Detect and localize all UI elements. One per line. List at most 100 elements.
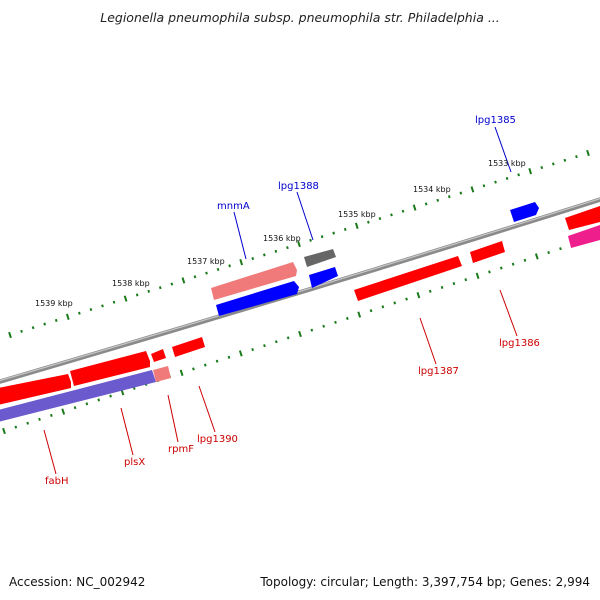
upper-track-minor-tick <box>494 180 497 184</box>
lower-track-minor-tick <box>85 402 89 406</box>
lower-track-minor-tick <box>227 355 231 359</box>
upper-track-minor-tick <box>401 209 405 213</box>
upper-track-major-tick <box>8 331 12 339</box>
gene-label-lpg1387: lpg1387 <box>418 366 459 377</box>
gene-label-lpg1388: lpg1388 <box>278 181 319 192</box>
upper-track-major-tick <box>470 186 475 193</box>
lower-track-minor-tick <box>547 250 550 255</box>
gene-plsX[interactable] <box>70 351 150 386</box>
upper-track-major-tick <box>412 204 417 211</box>
lower-track-major-tick <box>61 408 66 415</box>
gene-label-lpg1386: lpg1386 <box>499 338 540 349</box>
upper-track-minor-tick <box>540 166 544 170</box>
gene-features <box>0 202 600 422</box>
lower-track-minor-tick <box>26 421 30 425</box>
gene-lpg1385[interactable] <box>510 202 539 222</box>
gene-magenta[interactable] <box>568 225 600 248</box>
upper-track-minor-tick <box>378 216 382 221</box>
gene-lpg1390[interactable] <box>172 337 205 357</box>
lower-track-minor-tick <box>38 417 41 421</box>
upper-track-minor-tick <box>43 322 47 326</box>
lower-track-major-tick <box>534 253 539 260</box>
lower-track-major-tick <box>179 369 184 376</box>
upper-track-major-tick <box>297 240 301 248</box>
accession-text: Accession: NC_002942 <box>9 575 146 589</box>
upper-track-minor-tick <box>31 326 35 330</box>
gene-label-rpmF: rpmF <box>168 444 194 455</box>
upper-track-minor-tick <box>112 300 116 304</box>
upper-track-minor-tick <box>158 286 162 290</box>
upper-track-minor-tick <box>447 195 451 199</box>
upper-track-minor-tick <box>193 275 197 279</box>
upper-track-major-tick <box>239 259 244 266</box>
upper-track-minor-tick <box>262 253 266 257</box>
upper-track-minor-tick <box>320 235 324 239</box>
upper-track-minor-tick <box>575 155 578 159</box>
lower-track-minor-tick <box>97 398 101 402</box>
lower-track-minor-tick <box>346 316 349 321</box>
lower-track-minor-tick <box>50 413 53 418</box>
upper-track-minor-tick <box>89 307 93 312</box>
upper-track-minor-tick <box>101 304 104 308</box>
gene-mnmA-shadow[interactable] <box>211 262 297 300</box>
upper-track-minor-tick <box>390 213 393 217</box>
lower-track-minor-tick <box>464 278 468 282</box>
gene-rpmF[interactable] <box>151 349 166 362</box>
gene-lpg1393[interactable] <box>0 370 156 422</box>
upper-track-minor-tick <box>563 158 567 162</box>
gene-labels: lpg1385 lpg1388 mnmA lpg1386 lpg1387 lpg… <box>45 115 540 487</box>
label-leaders <box>43 126 518 475</box>
tick-labels: 1533 kbp 1534 kbp 1535 kbp 1536 kbp 1537… <box>35 159 526 308</box>
upper-track-minor-tick <box>216 267 220 272</box>
lower-track-minor-tick <box>310 328 314 332</box>
gene-label-lpg1385: lpg1385 <box>475 115 516 126</box>
gene-label-mnmA: mnmA <box>217 201 250 212</box>
lower-track-minor-tick <box>73 406 77 410</box>
upper-track-minor-tick <box>551 162 555 166</box>
gene-mnmA[interactable] <box>216 281 299 316</box>
lower-track-major-tick <box>357 311 362 318</box>
lower-track-major-tick <box>416 292 421 299</box>
lower-track-major-tick <box>298 330 302 338</box>
upper-track-minor-tick <box>20 329 23 333</box>
lower-track-minor-tick <box>511 262 515 266</box>
upper-track-minor-tick <box>517 173 520 177</box>
gene-lpg1388[interactable] <box>304 249 336 267</box>
upper-track-minor-tick <box>251 257 255 261</box>
gene-fabH[interactable] <box>0 374 71 405</box>
lower-track-minor-tick <box>322 324 326 328</box>
lower-track-minor-tick <box>14 425 18 429</box>
upper-track-minor-tick <box>135 293 139 297</box>
lower-track-minor-tick <box>369 309 373 313</box>
gene-lpg1389[interactable] <box>309 267 338 288</box>
gene-lpg1392-shadow[interactable] <box>153 366 171 382</box>
genome-backbone-highlight <box>0 197 600 382</box>
gene-lpg1387[interactable] <box>354 256 462 301</box>
upper-track-minor-tick <box>147 289 151 293</box>
lower-track-minor-tick <box>559 247 562 251</box>
upper-track-minor-tick <box>205 271 208 275</box>
gene-label-plsX: plsX <box>124 457 145 468</box>
lower-track-minor-tick <box>192 367 195 371</box>
upper-track-minor-tick <box>436 198 440 202</box>
tick-label-1534: 1534 kbp <box>413 185 451 194</box>
lower-track-major-tick <box>475 272 480 279</box>
upper-track-minor-tick <box>78 311 81 315</box>
upper-track-minor-tick <box>424 202 428 206</box>
upper-track-minor-tick <box>459 191 463 195</box>
tick-label-1537: 1537 kbp <box>187 257 225 266</box>
lower-track-minor-tick <box>215 359 219 363</box>
tick-label-1539: 1539 kbp <box>35 299 73 308</box>
gene-label-lpg1390: lpg1390 <box>197 434 238 445</box>
lower-track-minor-tick <box>263 344 266 348</box>
gene-lpg1384[interactable] <box>565 206 600 230</box>
lower-track-major-tick <box>2 427 6 435</box>
tick-label-1536: 1536 kbp <box>263 234 301 243</box>
lower-track-minor-tick <box>440 285 444 289</box>
upper-track-minor-tick <box>505 176 509 181</box>
gene-lpg1386[interactable] <box>470 241 505 263</box>
lower-track-minor-tick <box>428 289 432 293</box>
upper-track-major-tick <box>528 168 533 175</box>
lower-track-minor-tick <box>488 270 491 274</box>
